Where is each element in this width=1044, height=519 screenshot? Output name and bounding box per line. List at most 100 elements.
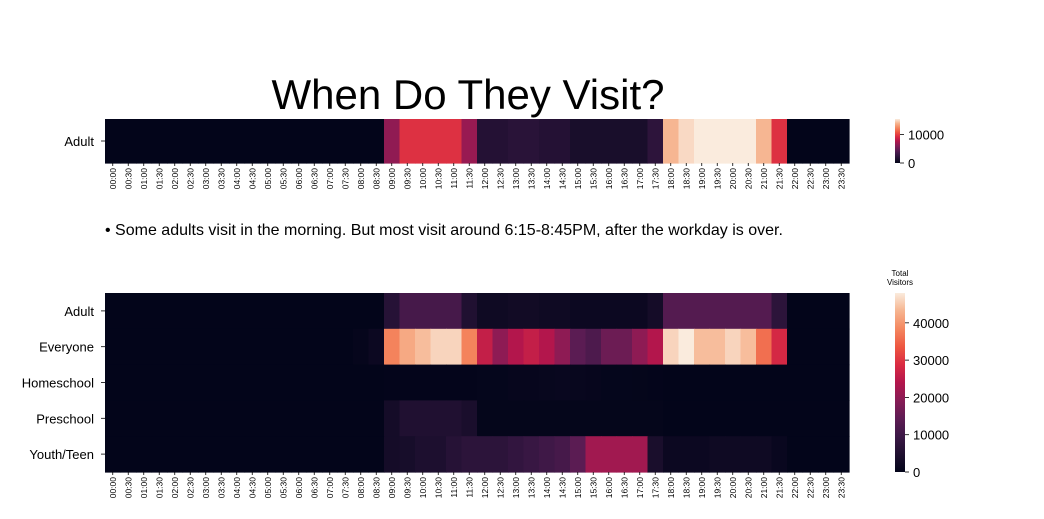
heatmap-cell <box>492 400 509 437</box>
heatmap-cell <box>198 328 215 366</box>
x-tick-label: 09:30 <box>402 477 412 499</box>
x-tick-label: 12:30 <box>495 477 505 499</box>
x-tick-label: 03:30 <box>216 477 226 499</box>
heatmap-cell <box>663 436 680 473</box>
heatmap-cell <box>105 436 122 473</box>
heatmap-cell <box>229 293 246 330</box>
heatmap-cell <box>477 436 494 473</box>
heatmap-cell <box>415 119 432 164</box>
heatmap-cell <box>477 293 494 330</box>
heatmap-cell <box>802 436 819 473</box>
heatmap-cell <box>570 364 587 401</box>
colorbar-tick-label: 40000 <box>913 316 949 331</box>
heatmap-cell <box>105 119 122 164</box>
heatmap-cell <box>833 436 850 473</box>
heatmap-cell <box>461 293 478 330</box>
heatmap-cell <box>415 328 432 366</box>
heatmap-cell <box>647 436 664 473</box>
heatmap-cell <box>136 436 153 473</box>
heatmap-cell <box>554 293 571 330</box>
heatmap-cell <box>430 436 447 473</box>
heatmap-cell <box>709 119 726 164</box>
heatmap-cell <box>244 364 261 401</box>
heatmap-cell <box>787 436 804 473</box>
x-tick-label: 11:00 <box>449 168 459 189</box>
x-tick-label: 12:30 <box>495 168 505 190</box>
heatmap-cell <box>244 400 261 437</box>
x-tick-label: 09:00 <box>387 168 397 190</box>
heatmap-cell <box>229 364 246 401</box>
heatmap-cell <box>167 293 184 330</box>
heatmap-cell <box>508 328 525 366</box>
y-tick-label: Homeschool <box>22 376 94 391</box>
x-tick-label: 15:00 <box>573 168 583 190</box>
x-tick-label: 11:30 <box>464 477 474 498</box>
heatmap-cell <box>353 328 370 366</box>
heatmap-cell <box>151 436 168 473</box>
heatmap-cell <box>291 119 308 164</box>
heatmap-cell <box>229 436 246 473</box>
heatmap-cell <box>136 364 153 401</box>
x-tick-label: 15:00 <box>573 477 583 499</box>
colorbar-gradient <box>895 119 900 163</box>
heatmap-cell <box>585 119 602 164</box>
heatmap-cell <box>244 328 261 366</box>
heatmap-cell <box>570 400 587 437</box>
heatmap-cell <box>105 400 122 437</box>
x-tick-label: 21:30 <box>774 477 784 499</box>
heatmap-cell <box>229 328 246 366</box>
heatmap-cell <box>120 119 137 164</box>
x-tick-label: 21:30 <box>774 168 784 190</box>
x-tick-label: 22:30 <box>805 477 815 499</box>
x-tick-label: 15:30 <box>588 168 598 190</box>
heatmap-cell <box>244 436 261 473</box>
colorbar-top: 0 10000 <box>895 119 944 171</box>
heatmap-cell <box>833 400 850 437</box>
x-tick-label: 16:30 <box>619 168 629 190</box>
x-tick-label: 09:30 <box>402 168 412 190</box>
x-tick-label: 08:30 <box>371 168 381 190</box>
heatmap-cell <box>694 436 711 473</box>
heatmap-cell <box>229 400 246 437</box>
x-tick-label: 06:00 <box>294 477 304 499</box>
heatmap-cell <box>306 436 323 473</box>
x-tick-label: 00:30 <box>123 168 133 190</box>
heatmap-cell <box>182 400 199 437</box>
x-tick-label: 02:30 <box>185 477 195 499</box>
x-tick-label: 07:30 <box>340 168 350 190</box>
x-tick-label: 14:00 <box>542 477 552 499</box>
heatmap-adult-top: Adult 00:00 00:30 01:00 01:30 02:00 02:30 03:00… <box>64 119 850 190</box>
heatmap-cell <box>260 119 277 164</box>
x-tick-label: 17:00 <box>635 168 645 190</box>
heatmap-cell <box>492 364 509 401</box>
heatmap-cell <box>523 119 540 164</box>
heatmap-cell <box>213 293 230 330</box>
heatmap-cell <box>151 119 168 164</box>
x-tick-label: 02:30 <box>185 168 195 190</box>
heatmap-cell <box>291 400 308 437</box>
x-tick-label: 04:30 <box>247 168 257 190</box>
heatmap-cell <box>523 293 540 330</box>
heatmap-cell <box>833 119 850 164</box>
heatmap-cell <box>337 328 354 366</box>
heatmap-cell <box>322 328 339 366</box>
x-tick-label: 16:00 <box>604 477 614 499</box>
heatmap-cell <box>539 293 556 330</box>
heatmap-cell <box>368 293 385 330</box>
heatmap-cell <box>291 364 308 401</box>
heatmap-cell <box>616 293 633 330</box>
x-tick-label: 20:30 <box>743 168 753 190</box>
colorbar-tick-label: 0 <box>908 156 915 171</box>
heatmap-cell <box>523 364 540 401</box>
x-tick-label: 13:30 <box>526 168 536 190</box>
heatmap-cell <box>120 436 137 473</box>
heatmap-cell <box>182 119 199 164</box>
heatmap-cell <box>508 436 525 473</box>
heatmap-cell <box>182 328 199 366</box>
x-tick-label: 11:30 <box>464 168 474 189</box>
heatmap-cell <box>818 364 835 401</box>
heatmap-cell <box>616 328 633 366</box>
x-tick-label: 10:30 <box>433 477 443 499</box>
heatmap-cell <box>120 293 137 330</box>
